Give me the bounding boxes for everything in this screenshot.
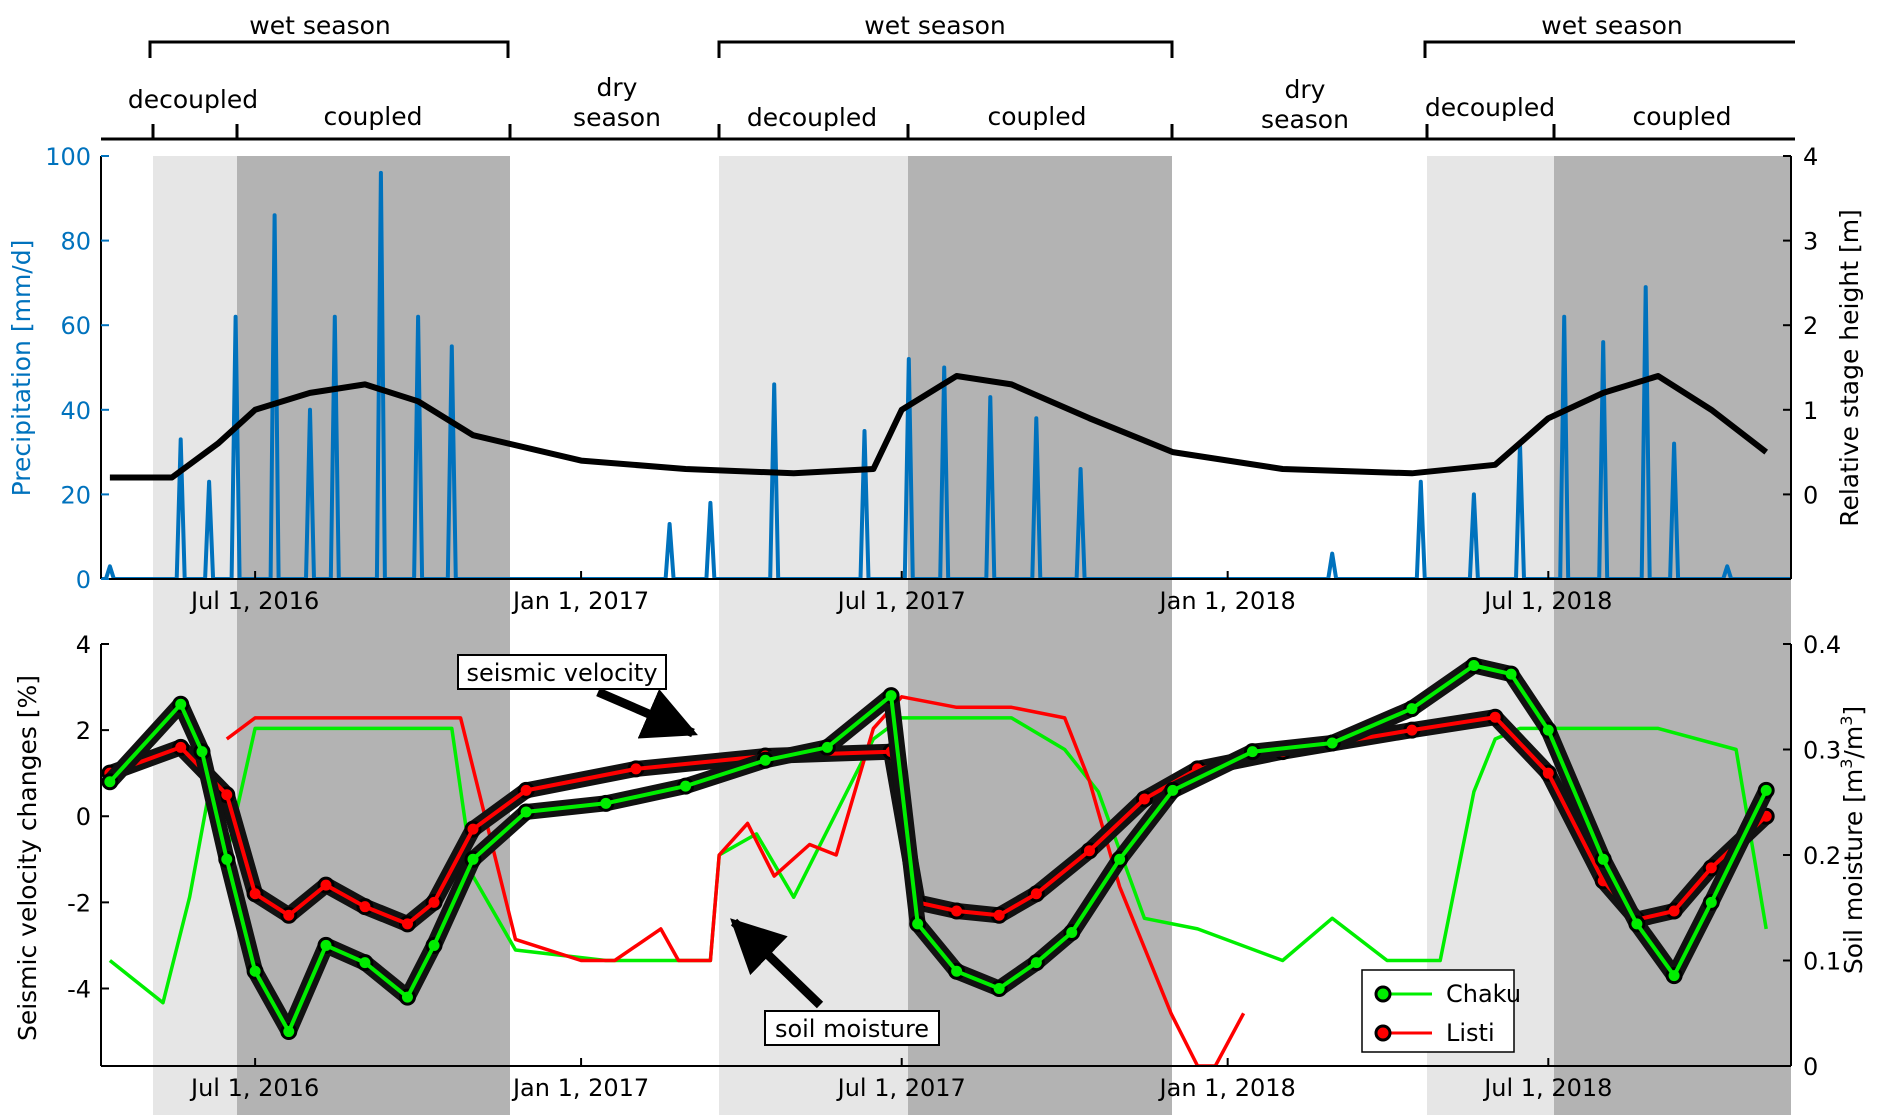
- y-tick-label: 0: [76, 566, 91, 594]
- phase-shading: [153, 156, 1791, 1115]
- decoupled-label-2017: decoupled: [747, 103, 877, 132]
- bottom-series: [101, 657, 1775, 1067]
- y-tick-label: 0.4: [1803, 631, 1841, 659]
- dry-season-label-2016-line2: season: [573, 103, 661, 132]
- y-tick-label: -2: [67, 889, 91, 917]
- annotation-soil-moisture-text: soil moisture: [775, 1015, 929, 1043]
- x-tick-label: Jul 1, 2016: [189, 1074, 319, 1102]
- annotation-soil-moisture-box: [764, 1010, 940, 1046]
- phase-boundary-ticks: [151, 124, 1556, 139]
- top-panel: 0 20 40 60 80 100 0 1 2 3 4 Jul 1, 2016 Jan 1, 201…: [7, 143, 1864, 615]
- listi-velocity-line: [109, 715, 1768, 926]
- stage-y-label: Relative stage height [m]: [1835, 209, 1864, 527]
- precip-y-ticks: 0 20 40 60 80 100: [45, 143, 109, 594]
- dry-season-label-2016-line1: dry: [597, 73, 638, 102]
- soil-moisture-y-label-end: ]: [1839, 706, 1868, 716]
- y-tick-label: -4: [67, 975, 91, 1003]
- y-tick-label: 4: [76, 631, 91, 659]
- coupled-label-2016: coupled: [324, 102, 423, 131]
- y-tick-label: 1: [1803, 397, 1818, 425]
- coupled-shade-2016: [237, 156, 510, 1115]
- y-tick-label: 80: [60, 228, 91, 256]
- wet-season-label-2017: wet season: [864, 11, 1005, 40]
- x-tick-label: Jul 1, 2017: [836, 587, 966, 615]
- soil-moisture-y-label-mid: /m: [1839, 726, 1868, 759]
- legend-chaku-marker: [1374, 985, 1392, 1003]
- wet-season-bracket-2018: [1423, 40, 1795, 58]
- soil-moisture-y-label-main: Soil moisture [m: [1839, 769, 1868, 974]
- legend-chaku-label: Chaku: [1446, 980, 1521, 1008]
- x-tick-label: Jul 1, 2016: [189, 587, 319, 615]
- x-tick-label: Jan 1, 2017: [511, 587, 649, 615]
- annotation-seismic-velocity-arrow: [596, 687, 698, 739]
- soil-moisture-y-label-sup1: 3: [1837, 759, 1856, 769]
- x-tick-label: Jan 1, 2018: [1158, 1074, 1296, 1102]
- y-tick-label: 100: [45, 143, 91, 171]
- soil-moisture-y-ticks: 0 0.1 0.2 0.3 0.4: [1783, 631, 1841, 1081]
- dry-season-label-2017-line1: dry: [1285, 75, 1326, 104]
- bottom-x-ticks: Jul 1, 2016 Jan 1, 2017 Jul 1, 2017 Jan 1, …: [189, 1058, 1612, 1102]
- top-x-ticks: Jul 1, 2016 Jan 1, 2017 Jul 1, 2017 Jan 1, …: [189, 571, 1612, 615]
- stage-height-series: [109, 373, 1769, 481]
- y-tick-label: 3: [1803, 228, 1818, 256]
- legend: Chaku Listi: [1361, 969, 1521, 1053]
- bottom-panel: 4 2 0 -2 -4 0 0.1 0.2 0.3 0.4 Jul 1, 2016 Jan 1, …: [13, 631, 1868, 1102]
- annotation-seismic-velocity-box: [457, 654, 667, 690]
- y-tick-label: 2: [1803, 312, 1818, 340]
- decoupled-shade-2016: [153, 156, 237, 1115]
- precipitation-series: [101, 170, 1791, 579]
- y-tick-label: 20: [60, 481, 91, 509]
- season-bar: wet season wet season wet season decoupl…: [101, 11, 1795, 141]
- annotation-seismic-velocity-text: seismic velocity: [466, 659, 657, 687]
- x-tick-label: Jul 1, 2018: [1482, 1074, 1612, 1102]
- y-tick-label: 0.3: [1803, 737, 1841, 765]
- decoupled-shade-2018: [1427, 156, 1554, 1115]
- y-tick-label: 0: [76, 803, 91, 831]
- wet-season-label-2016: wet season: [249, 11, 390, 40]
- chaku-velocity-line: [108, 663, 1768, 1034]
- x-tick-label: Jul 1, 2017: [836, 1074, 966, 1102]
- x-tick-label: Jul 1, 2018: [1482, 587, 1612, 615]
- soil-moisture-y-label: Soil moisture [m3/m3]: [1837, 706, 1868, 974]
- annotation-soil-moisture-arrow: [730, 918, 824, 1009]
- annotation-soil-moisture: soil moisture: [730, 918, 940, 1046]
- coupled-shade-2018: [1554, 156, 1791, 1115]
- wet-season-bracket-2017: [717, 40, 1174, 58]
- y-tick-label: 2: [76, 717, 91, 745]
- y-tick-label: 0.1: [1803, 948, 1841, 976]
- y-tick-label: 0.2: [1803, 842, 1841, 870]
- decoupled-label-2016: decoupled: [128, 85, 258, 114]
- velocity-y-ticks: 4 2 0 -2 -4: [67, 631, 109, 1003]
- stage-y-ticks: 0 1 2 3 4: [1783, 143, 1818, 509]
- legend-listi-label: Listi: [1446, 1019, 1495, 1047]
- y-tick-label: 40: [60, 397, 91, 425]
- dry-season-label-2017-line2: season: [1261, 105, 1349, 134]
- y-tick-label: 0: [1803, 1053, 1818, 1081]
- y-tick-label: 0: [1803, 481, 1818, 509]
- wet-season-bracket-2016: [148, 40, 510, 58]
- decoupled-label-2018: decoupled: [1425, 93, 1555, 122]
- x-tick-label: Jan 1, 2017: [511, 1074, 649, 1102]
- annotation-seismic-velocity: seismic velocity: [457, 654, 698, 739]
- y-tick-label: 60: [60, 312, 91, 340]
- legend-listi-marker: [1374, 1024, 1392, 1042]
- coupled-label-2018: coupled: [1633, 102, 1732, 131]
- wet-season-label-2018: wet season: [1541, 11, 1682, 40]
- x-tick-label: Jan 1, 2018: [1158, 587, 1296, 615]
- velocity-y-label: Seismic velocity changes [%]: [13, 675, 42, 1041]
- precipitation-line: [101, 170, 1791, 579]
- soil-moisture-y-label-sup2: 3: [1837, 716, 1856, 726]
- y-tick-label: 4: [1803, 143, 1818, 171]
- coupled-label-2017: coupled: [988, 102, 1087, 131]
- precip-y-label: Precipitation [mm/d]: [7, 240, 36, 497]
